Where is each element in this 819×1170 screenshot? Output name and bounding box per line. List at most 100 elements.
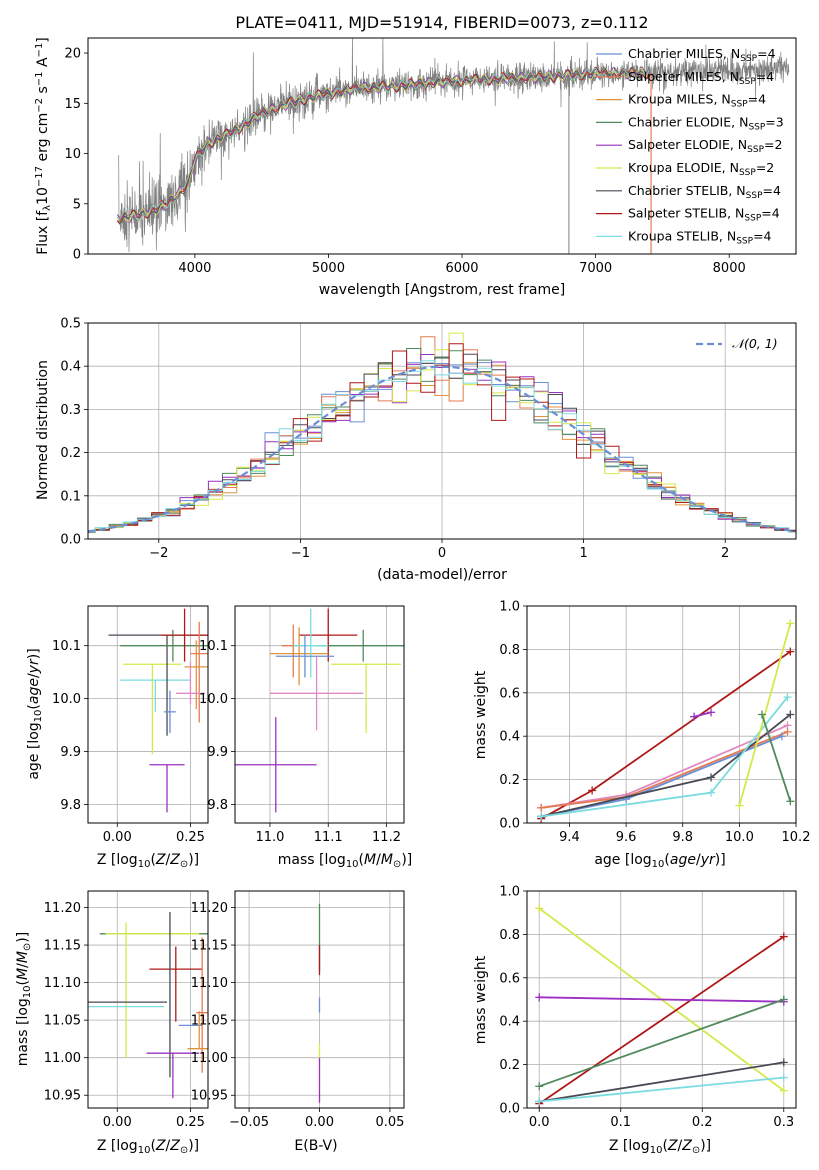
y-tick-label: 10	[64, 147, 81, 162]
age-vs-Z-panel: 0.00 0.25 9.8 9.9 10.0 10.1	[52, 605, 209, 845]
mass-vs-ebv-xlabel: E(B-V)	[294, 1138, 337, 1154]
weight-vs-age-panel: 9.4 9.6 9.8 10.0 10.2 0.0 0.2 0.4 0.6 0.8 1.0	[499, 600, 810, 846]
mass-vs-ebv-panel: −0.05 0.00 0.05 10.95 11.00 11.05 11.10 11.15 11…	[191, 890, 405, 1130]
plot-area	[537, 619, 795, 823]
y-tick-label: 11.05	[191, 1014, 228, 1029]
legend-label: 𝒩(0, 1)	[732, 336, 778, 351]
x-tick-label: 0.25	[176, 1115, 205, 1130]
y-tick-label: 10.95	[44, 1089, 81, 1104]
legend-label: Kroupa STELIB, NSSP=4	[628, 228, 772, 246]
weight-line	[539, 996, 784, 1003]
plot-area	[535, 904, 788, 1108]
y-tick-label: 11.20	[44, 901, 81, 916]
histogram-step	[88, 362, 796, 534]
weight-vs-Z-panel: 0.0 0.1 0.2 0.3 0.0 0.2 0.4 0.6 0.8 1.0	[499, 885, 797, 1130]
model-line	[117, 66, 650, 223]
y-tick-label: 9.8	[60, 798, 81, 813]
legend-label: Chabrier ELODIE, NSSP=3	[628, 114, 784, 132]
x-tick-label: 0.00	[103, 830, 132, 845]
model-line	[117, 67, 650, 221]
x-tick-label: 6000	[445, 261, 478, 276]
histogram-step	[88, 332, 796, 533]
y-tick-label: 11.10	[191, 976, 228, 991]
weight-line	[538, 998, 785, 1088]
x-tick-label: 0.05	[375, 1115, 404, 1130]
x-tick-label: 1	[579, 546, 587, 561]
weight-line	[539, 1061, 784, 1103]
legend-label: Salpeter MILES, NSSP=4	[628, 69, 774, 87]
spectrum-panel: 4000 5000 6000 7000 8000 0 5 10 15 20 Chabrier MIL…	[64, 37, 797, 276]
y-tick-label: 9.8	[207, 798, 228, 813]
y-tick-label: 11.00	[44, 1051, 81, 1066]
residual-xlabel: (data-model)/error	[377, 567, 507, 583]
x-tick-label: 8000	[713, 261, 746, 276]
y-tick-label: 9.9	[60, 745, 81, 760]
spectrum-title: PLATE=0411, MJD=51914, FIBERID=0073, z=0…	[235, 13, 648, 32]
model-line	[117, 66, 650, 222]
weight-line	[538, 935, 785, 1105]
plot-area	[88, 912, 208, 1099]
mass-vs-Z-ylabel: mass [log10(M/M⊙)]	[15, 932, 33, 1067]
x-tick-label: −2	[149, 546, 168, 561]
y-tick-label: 0.2	[499, 1058, 520, 1073]
x-tick-label: 7000	[579, 261, 612, 276]
y-tick-label: 5	[73, 197, 81, 212]
y-tick-label: 0.3	[60, 403, 81, 418]
plot-frame	[87, 37, 797, 255]
y-tick-label: 10.1	[52, 639, 81, 654]
x-tick-label: 11.0	[255, 830, 284, 845]
residual-ylabel: Normed distribution	[35, 360, 51, 500]
age-vs-mass-panel: 11.0 11.1 11.2 9.8 9.9 10.0 10.1	[199, 605, 405, 845]
x-tick-label: 0.3	[773, 1115, 794, 1130]
x-tick-label: 0.1	[610, 1115, 631, 1130]
weight-line	[539, 1076, 784, 1103]
plot-frame	[87, 890, 209, 1109]
y-tick-label: 9.9	[207, 745, 228, 760]
age-vs-mass-xlabel: mass [log10(M/M⊙)]	[278, 852, 413, 870]
x-tick-label: 11.2	[372, 830, 401, 845]
y-tick-label: 10.0	[199, 692, 228, 707]
weight-vs-Z-xlabel: Z [log10(Z/Z⊙)]	[609, 1138, 711, 1156]
weight-line	[540, 650, 791, 820]
y-tick-label: 11.10	[44, 976, 81, 991]
x-tick-label: −0.05	[229, 1115, 269, 1130]
plot-frame	[87, 605, 209, 824]
x-tick-label: 9.6	[616, 830, 637, 845]
y-tick-label: 0.6	[499, 686, 520, 701]
legend-label: Chabrier MILES, NSSP=4	[628, 46, 776, 64]
x-tick-label: 0	[438, 546, 446, 561]
x-tick-label: 0.00	[103, 1115, 132, 1130]
x-tick-label: 0.00	[305, 1115, 334, 1130]
y-tick-label: 11.20	[191, 901, 228, 916]
y-tick-label: 0.8	[499, 643, 520, 658]
x-tick-label: 2	[721, 546, 729, 561]
y-tick-label: 0.2	[499, 773, 520, 788]
y-tick-label: 0.2	[60, 446, 81, 461]
y-tick-label: 11.05	[44, 1014, 81, 1029]
x-tick-label: 4000	[178, 261, 211, 276]
y-tick-label: 0.8	[499, 928, 520, 943]
y-tick-label: 0.6	[499, 971, 520, 986]
x-tick-label: 5000	[312, 261, 345, 276]
histogram-step	[88, 353, 796, 533]
mass-vs-Z-panel: 0.00 0.25 10.95 11.00 11.05 11.10 11.15 11.20	[44, 890, 209, 1130]
y-tick-label: 0.1	[60, 489, 81, 504]
y-tick-label: 0.4	[499, 730, 520, 745]
y-tick-label: 0	[73, 248, 81, 263]
weight-line	[761, 714, 792, 802]
plot-frame	[526, 605, 797, 824]
weight-vs-Z-ylabel: mass weight	[473, 955, 489, 1044]
y-tick-label: 20	[64, 47, 81, 62]
weight-line	[693, 711, 712, 718]
legend-label: Chabrier STELIB, NSSP=4	[628, 183, 781, 201]
x-tick-label: 9.8	[672, 830, 693, 845]
spectrum-ylabel: Flux [fλ10−17 erg cm−2 s−1 A−1]	[34, 37, 53, 255]
normal-curve	[88, 365, 796, 533]
x-tick-label: 11.1	[314, 830, 343, 845]
y-tick-label: 11.00	[191, 1051, 228, 1066]
y-tick-label: 0.4	[60, 360, 81, 375]
legend-label: Kroupa ELODIE, NSSP=2	[628, 160, 774, 178]
plot-frame	[526, 890, 797, 1109]
y-tick-label: 0.0	[499, 1102, 520, 1117]
legend-label: Salpeter STELIB, NSSP=4	[628, 206, 780, 224]
